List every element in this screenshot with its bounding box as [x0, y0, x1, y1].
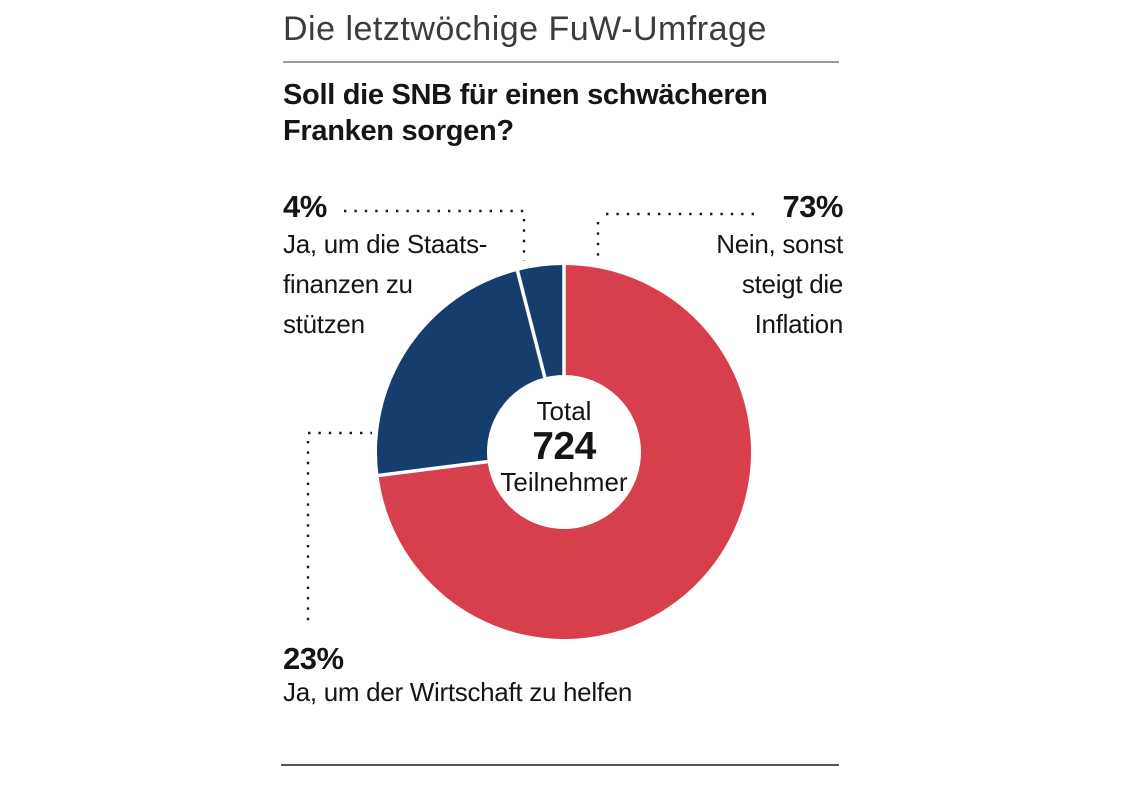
- top-divider: [283, 61, 839, 63]
- kicker-title: Die letztwöchige FuW-Umfrage: [283, 10, 767, 48]
- donut-center-total: Total 724 Teilnehmer: [464, 396, 664, 498]
- pie-slices: [377, 265, 752, 639]
- pie-slice-3: [517, 265, 564, 378]
- callout-pct-inflation: 73%: [782, 189, 843, 224]
- callout-label-line: Inflation: [754, 309, 844, 339]
- callout-label-inflation: Nein, sonst steigt die Inflation: [716, 224, 843, 344]
- total-label: Total: [536, 396, 592, 426]
- bottom-divider: [281, 764, 839, 766]
- total-value: 724: [532, 425, 596, 468]
- survey-question-line1: Soll die SNB für einen schwächeren: [283, 79, 768, 111]
- pie-slice-2: [377, 270, 545, 476]
- callout-pct-wirtschaft: 23%: [283, 641, 344, 676]
- callout-label-line: Ja, um der Wirtschaft zu helfen: [283, 677, 633, 707]
- callout-label-line: Ja, um die Staats-: [283, 229, 488, 259]
- callout-label-wirtschaft: Ja, um der Wirtschaft zu helfen: [283, 676, 632, 708]
- total-unit-label: Teilnehmer: [500, 467, 628, 497]
- survey-question-line2: Franken sorgen?: [283, 115, 514, 147]
- callout-label-line: finanzen zu: [283, 269, 413, 299]
- slice-separator: [515, 268, 548, 382]
- callout-label-line: Nein, sonst: [716, 229, 843, 259]
- callout-label-line: stützen: [283, 309, 365, 339]
- pie-slice-1: [378, 265, 752, 639]
- callout-pct-staatsfinanzen: 4%: [283, 189, 327, 224]
- survey-question: Soll die SNB für einen schwächeren Frank…: [283, 77, 768, 149]
- callout-label-line: steigt die: [741, 269, 843, 299]
- slice-separators: [376, 263, 566, 478]
- callout-label-staatsfinanzen: Ja, um die Staats- finanzen zu stützen: [283, 224, 487, 344]
- slice-separator: [376, 459, 492, 478]
